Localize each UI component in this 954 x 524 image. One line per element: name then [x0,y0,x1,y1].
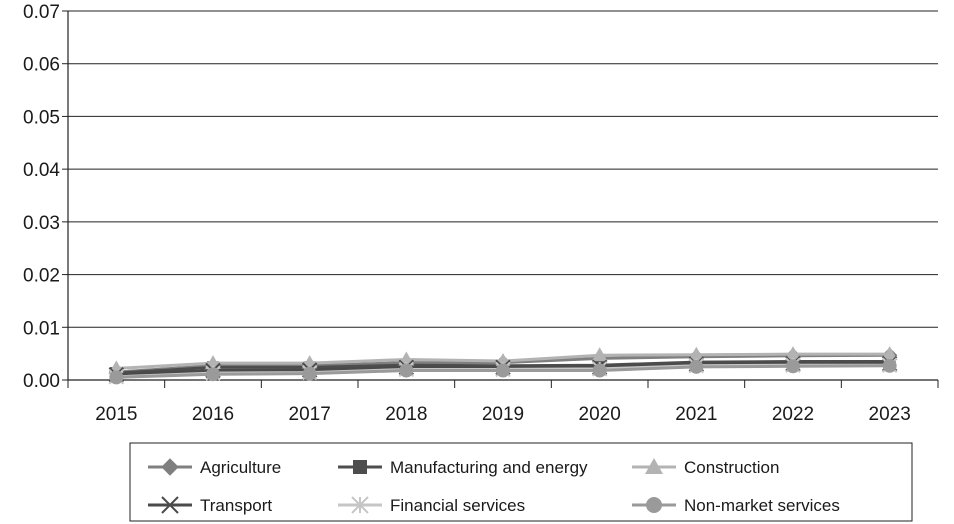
series-non-market-services [109,358,897,385]
x-tick-label: 2023 [869,404,911,425]
y-tick-label: 0.04 [23,160,60,181]
data-point [786,359,800,374]
legend-item: Construction [632,458,779,477]
y-tick-label: 0.03 [23,213,60,234]
data-point [592,363,607,378]
legend-item: Transport [148,496,272,515]
x-tick-label: 2015 [95,404,137,425]
data-point [591,347,608,362]
data-point [109,370,124,385]
legend-marker [161,458,179,476]
data-point [881,346,898,361]
legend-label: Construction [684,458,779,477]
x-tick-label: 2016 [192,404,234,425]
legend-label: Non-market services [684,496,840,515]
axes: 0.00 0.01 0.02 0.03 0.04 0.05 0.06 0.07 2015 2016… [23,2,939,425]
legend-item: Non-market services [632,496,840,515]
legend-marker [161,496,179,514]
series-lines [108,346,898,385]
x-tick-label: 2021 [675,404,717,425]
legend-item: Financial services [338,496,525,515]
y-tick-label: 0.05 [23,107,60,128]
legend-marker [351,496,369,514]
legend-marker [645,458,663,474]
data-point [206,367,220,382]
legend-item: Manufacturing and energy [338,458,588,477]
gridlines [68,10,938,328]
legend-marker [646,497,662,513]
legend-marker [353,460,367,474]
x-tick-label: 2020 [579,404,621,425]
data-point [399,363,414,378]
legend: Agriculture Manufacturing and energy Const… [129,442,913,522]
y-tick-label: 0.07 [23,2,60,23]
legend-box [129,442,913,522]
y-tick-label: 0.01 [23,318,60,339]
data-point [882,358,897,373]
y-tick-label: 0.02 [23,266,60,287]
x-tick-label: 2018 [385,404,427,425]
data-point [689,359,704,374]
x-tick-label: 2017 [289,404,331,425]
legend-label: Manufacturing and energy [390,458,588,477]
x-tick-label: 2022 [772,404,814,425]
legend-label: Financial services [390,496,525,515]
x-tick-label: 2019 [482,404,524,425]
legend-item: Agriculture [148,458,281,477]
data-point [785,346,801,361]
data-point [302,366,317,381]
legend-label: Agriculture [200,458,281,477]
y-tick-label: 0.00 [23,371,60,392]
legend-label: Transport [200,496,272,515]
data-point [496,363,510,378]
data-point [688,346,705,361]
y-tick-label: 0.06 [23,55,60,76]
